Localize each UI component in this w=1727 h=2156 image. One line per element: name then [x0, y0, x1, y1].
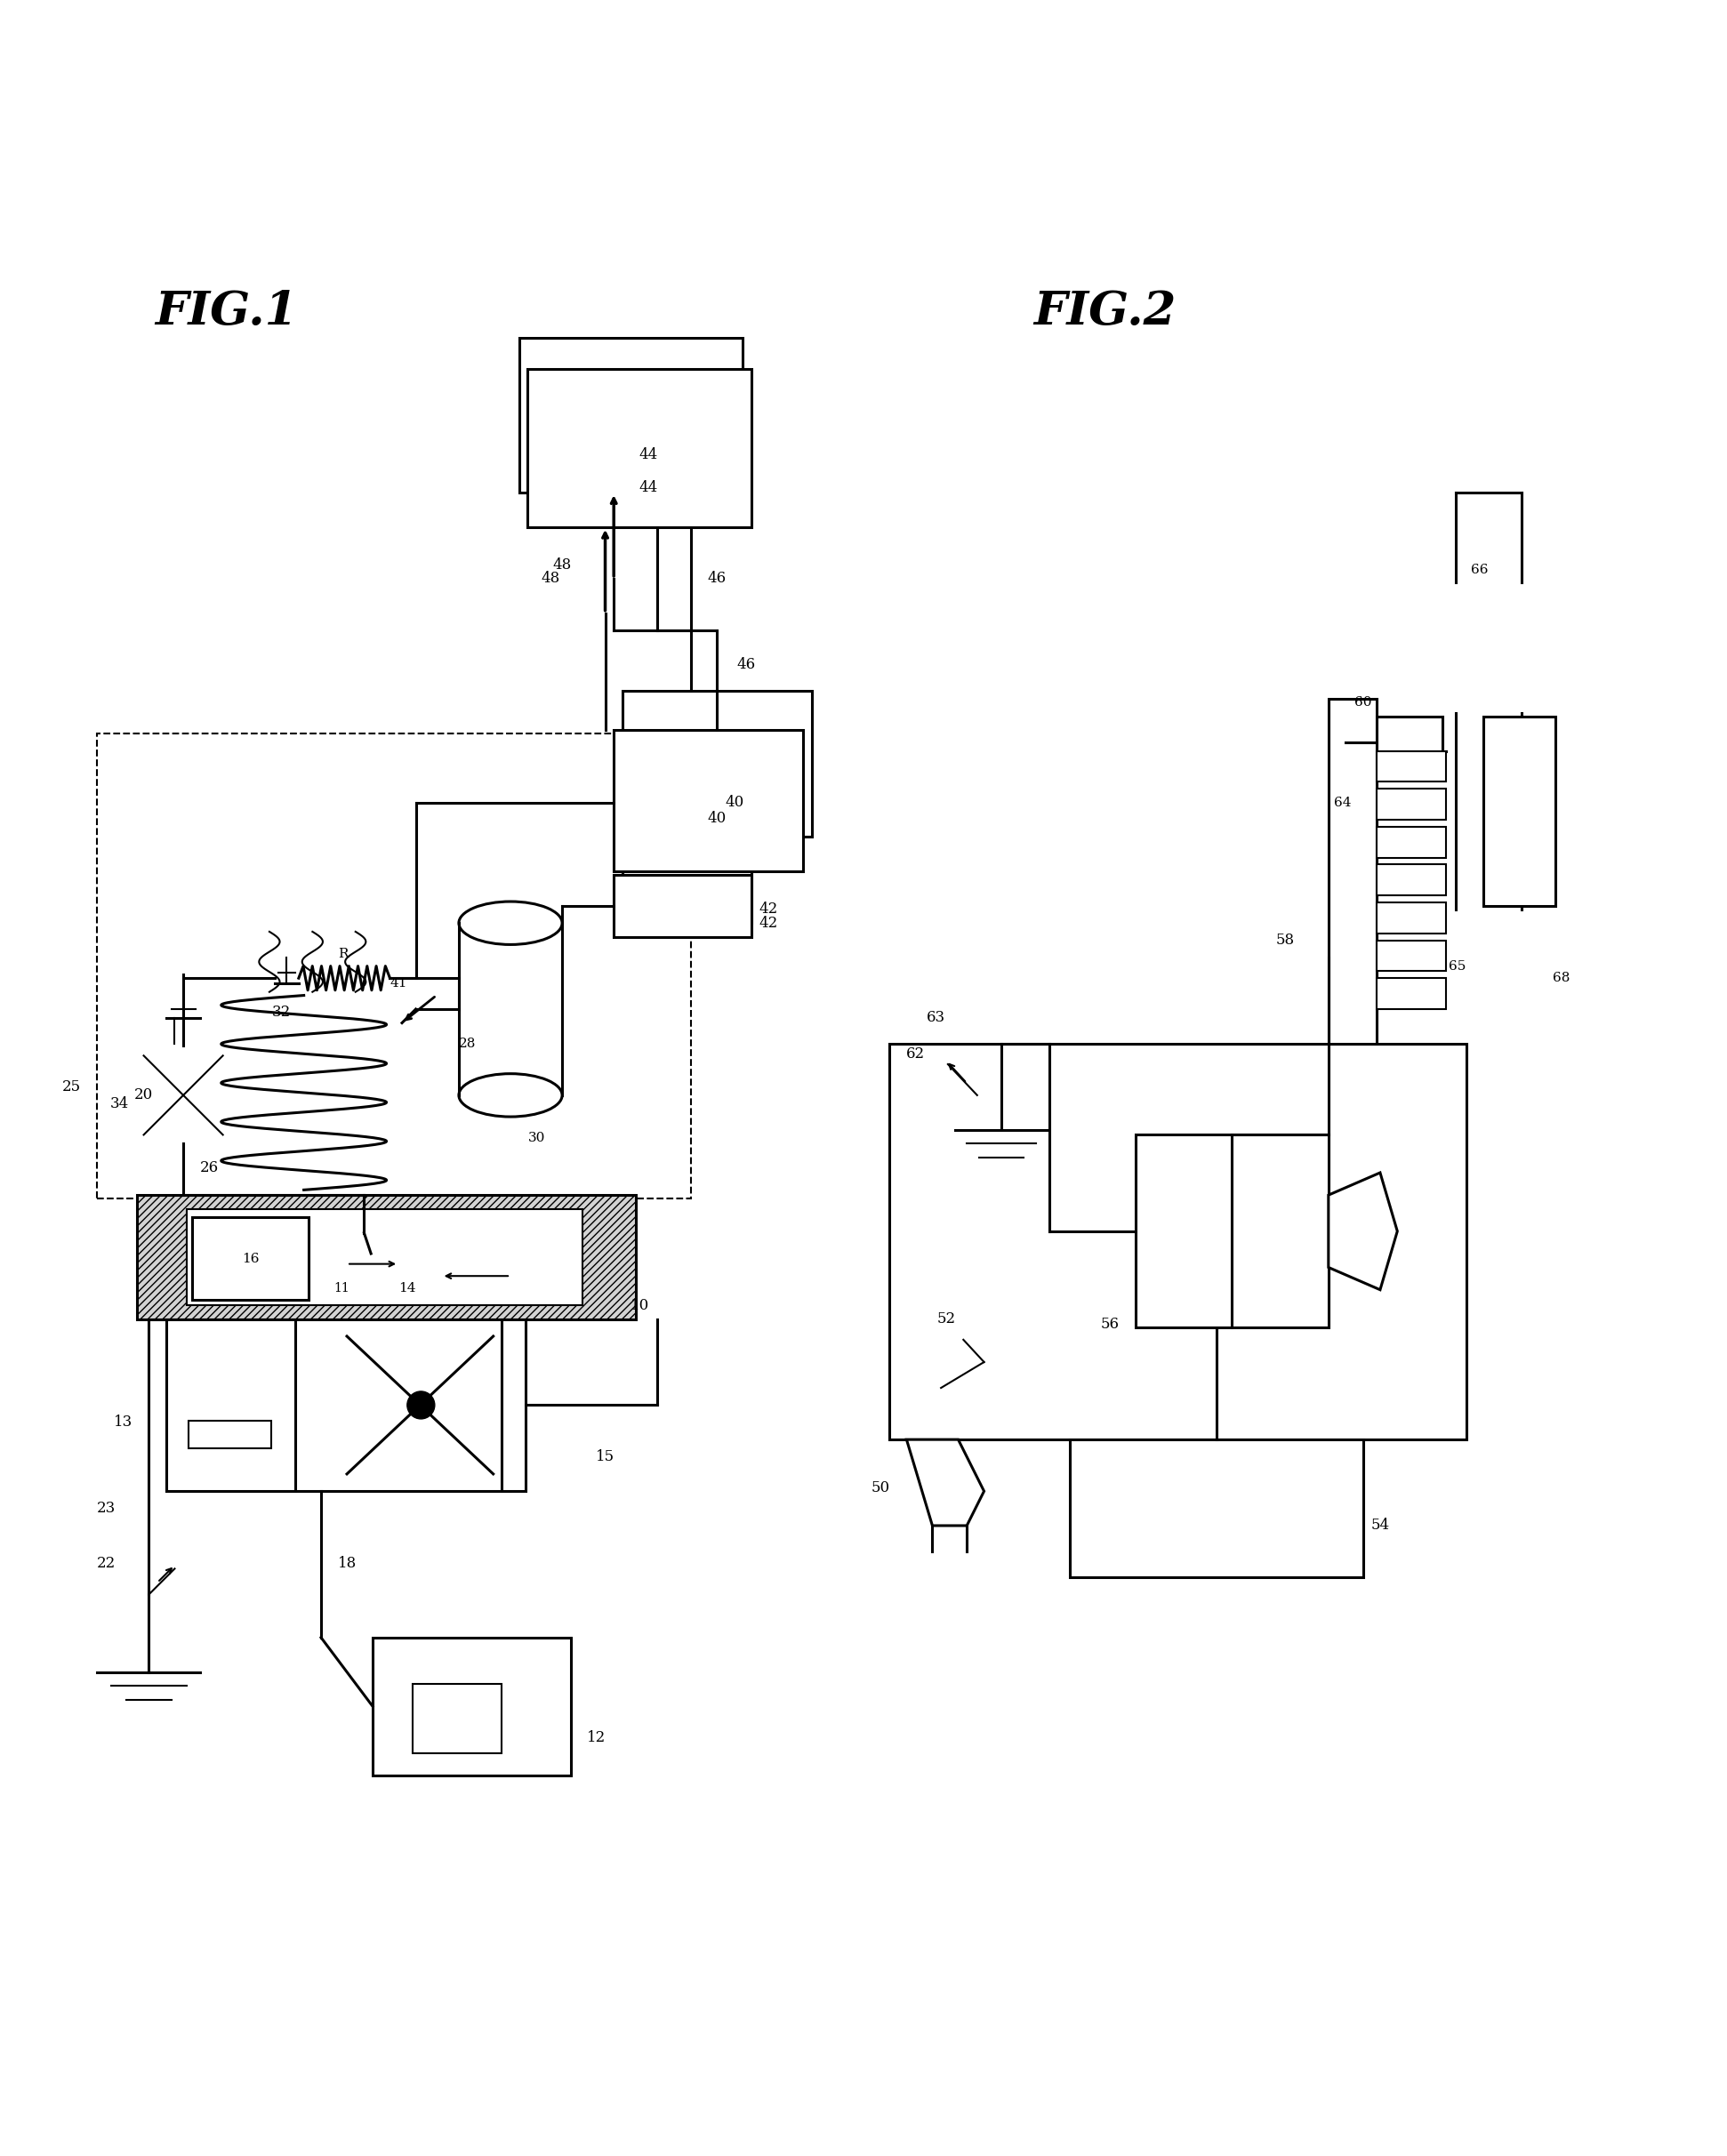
- Text: 54: 54: [1371, 1518, 1390, 1533]
- Text: 10: 10: [630, 1298, 649, 1313]
- Bar: [1376, 716, 1442, 768]
- Text: 44: 44: [639, 446, 658, 461]
- Text: 40: 40: [708, 811, 727, 826]
- Bar: [520, 338, 743, 492]
- Ellipse shape: [459, 901, 563, 944]
- Text: 56: 56: [1100, 1317, 1119, 1332]
- Text: 11: 11: [333, 1283, 349, 1294]
- Text: FIG.2: FIG.2: [1033, 289, 1176, 334]
- Text: 63: 63: [926, 1011, 945, 1026]
- Bar: [166, 1319, 511, 1492]
- Text: 18: 18: [337, 1557, 356, 1572]
- Bar: [188, 1421, 271, 1449]
- Text: 66: 66: [1471, 565, 1489, 576]
- Text: 64: 64: [1333, 796, 1351, 808]
- Text: 32: 32: [271, 1005, 290, 1020]
- Text: 22: 22: [97, 1557, 116, 1572]
- Polygon shape: [907, 1440, 984, 1526]
- Bar: [622, 841, 751, 923]
- Text: 14: 14: [399, 1283, 416, 1294]
- Ellipse shape: [459, 1074, 563, 1117]
- Text: 65: 65: [1449, 959, 1466, 972]
- Text: 48: 48: [553, 558, 572, 573]
- Text: 58: 58: [1276, 934, 1295, 949]
- Bar: [613, 875, 751, 938]
- Text: 40: 40: [725, 796, 744, 811]
- Bar: [889, 1044, 1466, 1440]
- Bar: [1328, 699, 1376, 1044]
- Text: 42: 42: [760, 916, 779, 931]
- Bar: [1376, 826, 1445, 858]
- Bar: [1483, 716, 1556, 906]
- Text: 62: 62: [905, 1046, 924, 1061]
- Text: R: R: [338, 949, 349, 959]
- Bar: [1376, 979, 1445, 1009]
- Bar: [1376, 940, 1445, 970]
- Bar: [187, 1210, 582, 1304]
- Text: 44: 44: [639, 481, 658, 496]
- Bar: [1376, 865, 1445, 895]
- Text: 23: 23: [97, 1501, 116, 1516]
- Polygon shape: [1328, 1173, 1397, 1289]
- Bar: [373, 1639, 570, 1774]
- Text: 34: 34: [111, 1095, 130, 1110]
- Text: 30: 30: [528, 1132, 546, 1145]
- Bar: [136, 1194, 636, 1319]
- Text: 52: 52: [936, 1311, 955, 1326]
- Text: 12: 12: [587, 1729, 606, 1744]
- Bar: [413, 1684, 503, 1753]
- Bar: [1376, 789, 1445, 819]
- Text: 15: 15: [596, 1449, 615, 1464]
- Text: 46: 46: [737, 658, 756, 673]
- Bar: [1071, 1440, 1363, 1578]
- Text: 20: 20: [135, 1087, 154, 1102]
- Bar: [1376, 750, 1445, 783]
- Text: 42: 42: [760, 901, 779, 916]
- Bar: [1376, 903, 1445, 934]
- Bar: [613, 731, 803, 871]
- Text: FIG.1: FIG.1: [155, 289, 297, 334]
- Bar: [503, 1319, 527, 1492]
- Text: 28: 28: [459, 1037, 477, 1050]
- Bar: [528, 369, 751, 526]
- Text: 50: 50: [872, 1481, 889, 1496]
- Bar: [166, 1319, 295, 1492]
- Bar: [192, 1218, 309, 1300]
- Text: 68: 68: [1553, 972, 1570, 985]
- Text: 41: 41: [390, 977, 408, 990]
- Text: 13: 13: [114, 1414, 133, 1429]
- Text: 60: 60: [1354, 696, 1371, 709]
- Bar: [622, 690, 812, 837]
- Text: 48: 48: [541, 571, 560, 586]
- Circle shape: [408, 1391, 435, 1419]
- Text: 16: 16: [242, 1253, 259, 1266]
- Text: 46: 46: [708, 571, 727, 586]
- Text: 25: 25: [62, 1078, 81, 1093]
- Bar: [1136, 1134, 1328, 1328]
- Text: 26: 26: [200, 1160, 219, 1175]
- Bar: [97, 733, 691, 1199]
